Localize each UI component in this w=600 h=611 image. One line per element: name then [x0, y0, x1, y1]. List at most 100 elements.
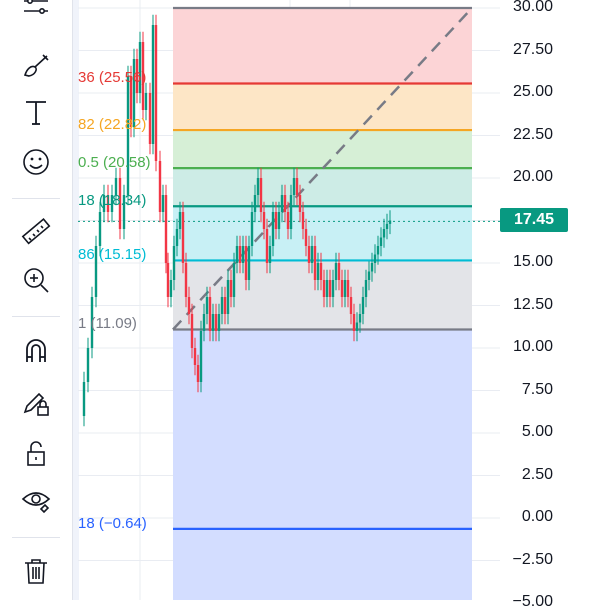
candle-body — [122, 195, 126, 229]
candle-body — [181, 212, 185, 263]
candle-body — [193, 348, 197, 365]
fib-band — [173, 329, 472, 529]
candle-body — [268, 246, 272, 263]
candle-body — [355, 322, 359, 331]
candle-body — [367, 271, 371, 280]
candle-body — [241, 246, 245, 263]
candle-body — [310, 246, 314, 263]
ruler-icon — [21, 218, 51, 245]
emoji-tool[interactable] — [10, 142, 62, 182]
price-axis-label: 30.00 — [512, 0, 553, 15]
chart-canvas[interactable] — [78, 0, 600, 600]
candle-body — [262, 212, 266, 229]
measure-tool[interactable] — [10, 212, 62, 252]
toolbar-divider — [12, 316, 60, 317]
candle-body — [135, 59, 139, 93]
candle-body — [106, 195, 110, 212]
candle-body — [373, 254, 377, 263]
candle-body — [205, 297, 209, 314]
price-axis-label: 20.00 — [512, 168, 553, 185]
candle-body — [292, 178, 296, 195]
price-axis-label: 27.50 — [512, 40, 553, 58]
lock-drawings-tool[interactable] — [10, 383, 62, 423]
candle-body — [114, 178, 118, 195]
price-axis-label: 10.00 — [512, 338, 553, 355]
candle-body — [172, 246, 176, 280]
candle-body — [86, 348, 90, 382]
candle-body — [102, 195, 106, 212]
fib-level-label: 0.5 (20.58) — [78, 154, 151, 172]
hide-drawings-tool[interactable] — [10, 480, 62, 520]
brush-tool[interactable] — [10, 46, 62, 86]
candle-body — [337, 263, 341, 280]
price-axis-label: 12.50 — [512, 295, 553, 313]
candle-body — [316, 263, 320, 280]
candle-body — [349, 297, 353, 314]
candle-body — [286, 212, 290, 229]
unlock-icon — [27, 441, 45, 466]
candle-body — [376, 246, 380, 255]
candle-body — [298, 195, 302, 212]
magnet-tool[interactable] — [10, 330, 62, 370]
toolbar-divider — [12, 537, 60, 538]
price-axis-label: 7.50 — [521, 380, 553, 398]
candle-body — [265, 229, 269, 263]
candle-body — [138, 42, 142, 93]
candle-body — [90, 297, 94, 348]
price-axis-label: 2.50 — [521, 465, 553, 483]
delete-tool[interactable] — [10, 551, 62, 591]
candle-body — [271, 212, 275, 246]
candle-body — [238, 246, 242, 263]
candle-body — [253, 195, 257, 212]
candle-body — [229, 280, 233, 297]
candle-body — [307, 246, 311, 263]
fib-level-label: 18 (−0.64) — [78, 514, 147, 532]
candle-body — [154, 25, 158, 161]
candle-body — [364, 280, 368, 297]
fib-level-label: 82 (22.82) — [78, 116, 147, 134]
candle-body — [343, 280, 347, 297]
fib-band — [173, 206, 472, 261]
toolbar-edge[interactable] — [72, 0, 79, 600]
unlock-tool[interactable] — [10, 433, 62, 473]
candle-body — [256, 178, 260, 195]
candle-body — [283, 195, 287, 212]
candle-body — [175, 229, 179, 246]
candle-body — [184, 263, 188, 297]
candle-body — [313, 246, 317, 280]
fib-trend-line — [172, 7, 473, 331]
trend-lines-tool[interactable] — [10, 0, 62, 30]
candle-body — [358, 314, 362, 323]
candle-body — [274, 212, 278, 229]
price-chart[interactable]: 36 (25.56) 82 (22.82) 0.5 (20.58) 18 (18.34… — [78, 0, 600, 610]
candle-body — [126, 76, 130, 195]
candle-body — [166, 263, 170, 297]
candle-body — [98, 212, 102, 246]
price-axis-label: 25.00 — [512, 83, 553, 100]
candle-body — [169, 280, 173, 297]
candle-body — [220, 297, 224, 314]
current-price-badge: 17.45 — [500, 208, 568, 232]
price-axis-label: 0.00 — [521, 508, 553, 525]
candle-body — [158, 161, 162, 212]
price-axis-label: 5.00 — [521, 423, 553, 440]
candle-body — [244, 246, 248, 280]
drawing-toolbar — [0, 0, 72, 600]
pencil-lock-icon — [23, 392, 49, 416]
fib-level-label: 1 (11.09) — [78, 315, 137, 333]
text-tool[interactable] — [10, 92, 62, 132]
candle-body — [379, 237, 383, 246]
candle-body — [129, 76, 133, 127]
candle-body — [361, 297, 365, 314]
candle-body — [304, 229, 308, 246]
fib-band — [173, 130, 472, 169]
candle-body — [161, 195, 165, 212]
zoom-in-tool[interactable] — [10, 260, 62, 300]
candle-body — [178, 212, 182, 229]
candle-body — [132, 59, 136, 127]
trend-lines-icon — [24, 0, 48, 15]
candle-body — [370, 263, 374, 272]
candle-body — [331, 280, 335, 297]
candle-body — [247, 246, 251, 280]
candle-body — [295, 178, 299, 195]
